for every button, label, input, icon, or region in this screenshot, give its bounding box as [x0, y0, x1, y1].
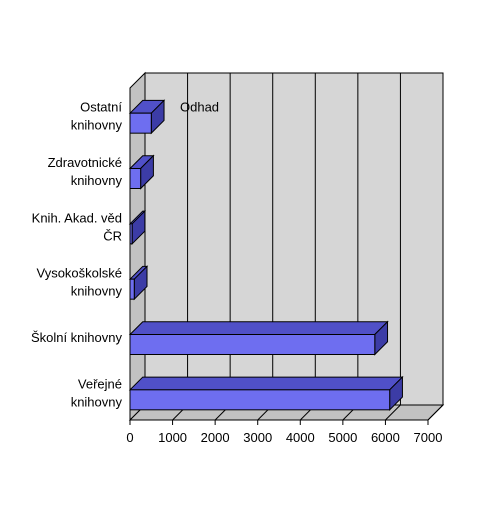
- x-tick-label: 6000: [371, 430, 400, 445]
- x-tick-label: 1000: [158, 430, 187, 445]
- bar: [129, 278, 135, 300]
- bar: [129, 334, 376, 355]
- bar-top: [128, 321, 389, 335]
- category-label: Veřejné knihovny: [71, 376, 123, 409]
- floor-gridline: [385, 404, 401, 421]
- x-tick-label: 4000: [286, 430, 315, 445]
- bar: [129, 168, 142, 189]
- category-label: Ostatní knihovny: [71, 100, 123, 133]
- x-tick-label: 7000: [414, 430, 443, 445]
- category-label: Vysokoškolské knihovny: [37, 266, 123, 299]
- category-label: Školní knihovny: [31, 330, 123, 345]
- category-label: Zdravotnické knihovny: [48, 155, 123, 188]
- annotation-label: Odhad: [180, 100, 219, 115]
- x-tick-label: 2000: [201, 430, 230, 445]
- bar: [129, 389, 391, 411]
- x-tick-label: 3000: [243, 430, 272, 445]
- back-wall: [144, 72, 444, 406]
- category-label: Knih. Akad. věd ČR: [32, 210, 122, 243]
- floor-gridline: [427, 404, 444, 421]
- x-tick-label: 5000: [328, 430, 357, 445]
- bar: [129, 112, 152, 134]
- x-tick-label: 0: [126, 430, 133, 445]
- bar-top: [128, 376, 404, 391]
